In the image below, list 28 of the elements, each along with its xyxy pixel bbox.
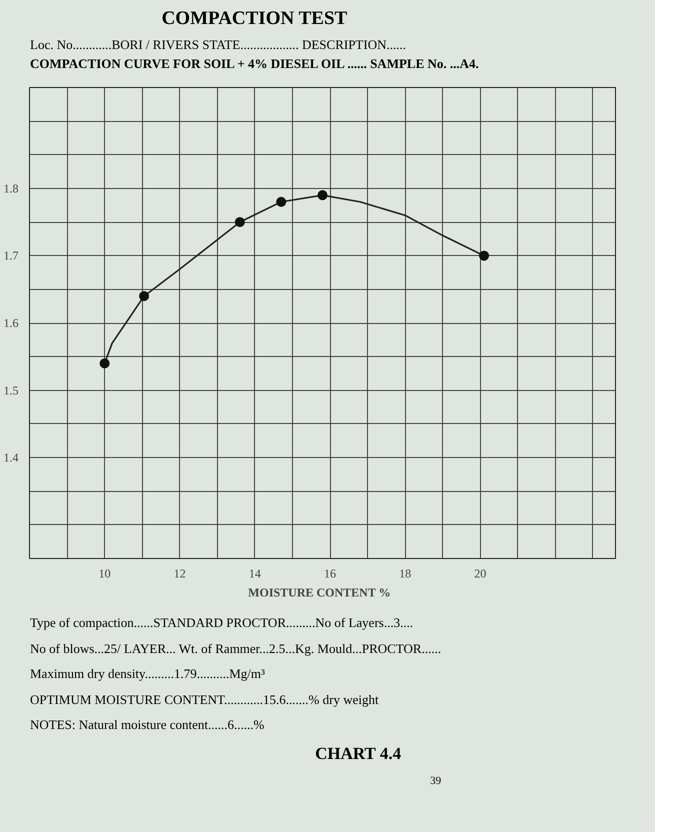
x-tick-label: 20 (474, 566, 486, 580)
point (318, 190, 328, 200)
point (276, 196, 286, 207)
text: Type of compaction......STANDARD PROCTOR.........No of Layers...3.... (30, 614, 414, 632)
text: 39 (429, 774, 442, 790)
point (139, 291, 150, 302)
text: OPTIMUM MOISTURE CONTENT............15.6.......% dry weight (30, 690, 380, 709)
x-tick-label: 16 (324, 566, 336, 580)
x-axis-title: MOISTURE CONTENT % (248, 586, 391, 600)
chart-subtitle: Loc. No............BORI / RIVERS STATE.................. DESCRIPTION...... (30, 36, 407, 54)
text: NOTES: Natural moisture content......6......% (30, 716, 266, 734)
point (234, 217, 245, 228)
y-tick-label: 1.8 (4, 181, 18, 196)
text: COMPACTION CURVE FOR SOIL + 4% DIESEL OIL ...... SAMPLE No. ...A4. (30, 54, 479, 73)
y-tick-label: 1.4 (4, 450, 18, 465)
x-tick-label: 10 (98, 566, 111, 580)
chart-title: COMPACTION TEST (160, 7, 348, 31)
point (100, 358, 110, 368)
x-tick-label: 14 (248, 566, 261, 580)
caption: CHART 4.4 (314, 742, 402, 765)
point (479, 250, 490, 261)
y-tick-label: 1.6 (4, 316, 18, 330)
y-tick-label: 1.7 (4, 248, 18, 263)
x-tick-label: 12 (174, 566, 186, 580)
text: Maximum dry density.........1.79..........Mg/m³ (30, 665, 266, 684)
text: No of blows...25/ LAYER... Wt. of Rammer...2.5...Kg. Mould...PROCTOR...... (30, 640, 442, 658)
y-tick-label: 1.5 (4, 383, 18, 398)
x-tick-label: 18 (399, 566, 412, 580)
